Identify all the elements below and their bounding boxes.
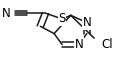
- Text: S: S: [58, 12, 65, 25]
- Text: N: N: [82, 16, 91, 29]
- Text: N: N: [74, 38, 82, 51]
- Text: Cl: Cl: [100, 38, 112, 51]
- Text: N: N: [2, 7, 11, 20]
